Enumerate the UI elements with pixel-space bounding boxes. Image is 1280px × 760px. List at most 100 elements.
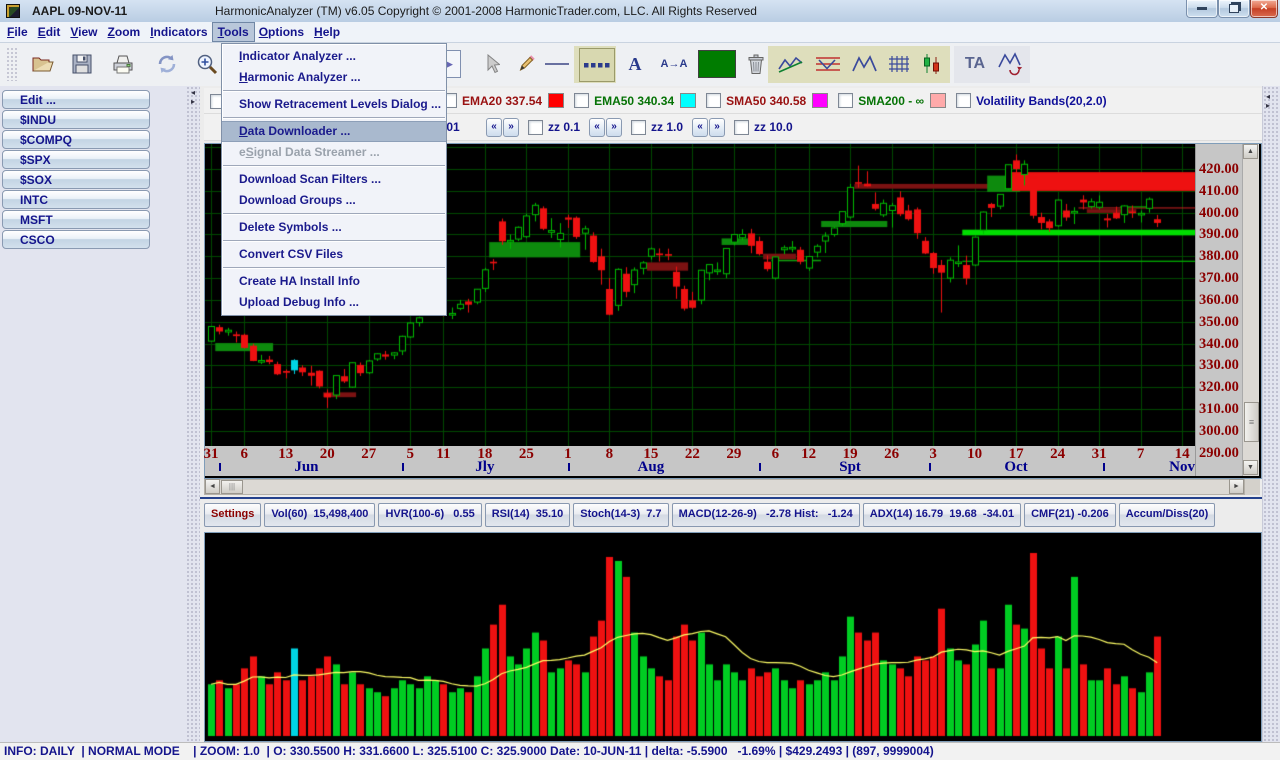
m-pattern-icon[interactable]: [848, 48, 882, 80]
indicator-tab-macd[interactable]: MACD(12-26-9) -2.78 Hist: -1.24: [671, 503, 860, 527]
tools-menu-item-download-scan-filters[interactable]: Download Scan Filters ...: [239, 172, 382, 186]
vertical-scrollbar[interactable]: ▲ ▼: [1242, 144, 1259, 476]
scroll-right-button[interactable]: ►: [1229, 479, 1244, 494]
edit-symbols-button[interactable]: Edit ...: [2, 90, 150, 109]
zz-next-button-1[interactable]: »: [503, 117, 519, 137]
indicator-tab-stoch[interactable]: Stoch(14-3) 7.7: [573, 503, 669, 527]
menubar-item-tools[interactable]: Tools: [211, 22, 255, 42]
tools-menu-item-delete-symbols[interactable]: Delete Symbols ...: [239, 220, 342, 234]
sidebar-splitter-arrows[interactable]: ◂ ▸: [190, 88, 195, 106]
zz-next-button-2[interactable]: »: [606, 117, 622, 137]
grid-icon[interactable]: [884, 48, 914, 80]
toolbar-ta-group-bg: [954, 46, 1030, 83]
overlay-checkbox-2[interactable]: [706, 93, 722, 108]
open-folder-icon[interactable]: [26, 48, 60, 80]
tools-menu-item-convert-csv-files[interactable]: Convert CSV Files: [239, 247, 344, 261]
scroll-left-button[interactable]: ◄: [205, 479, 220, 494]
date-tick-label: 8: [605, 446, 614, 462]
indicator-tab-adx[interactable]: ADX(14) 16.79 19.68 -34.01: [862, 503, 1022, 527]
zz-next-button-3[interactable]: »: [709, 117, 725, 137]
menubar-item-view[interactable]: View: [70, 25, 98, 39]
candlestick-icon[interactable]: [916, 48, 946, 80]
print-icon[interactable]: [106, 48, 140, 80]
symbol-button-csco[interactable]: CSCO: [2, 230, 150, 249]
right-splitter-arrows[interactable]: ◂ ▸: [1266, 92, 1271, 110]
harmonic-pattern-icon[interactable]: [811, 48, 845, 80]
tools-menu-item-indicator-analyzer[interactable]: Indicator Analyzer ...: [239, 49, 356, 63]
menubar-item-indicators[interactable]: Indicators: [150, 25, 208, 39]
scroll-down-button[interactable]: ▼: [1243, 460, 1258, 475]
line-icon[interactable]: [540, 48, 574, 80]
right-splitter[interactable]: [1262, 86, 1280, 742]
indicator-tab-accum-diss[interactable]: Accum/Diss(20): [1118, 503, 1216, 527]
symbol-button-intc[interactable]: INTC: [2, 190, 150, 209]
indicator-tab-vol[interactable]: Vol(60) 15,498,400: [264, 503, 376, 527]
price-tick-label: 310.00: [1199, 400, 1239, 417]
text-scale-icon[interactable]: A→A: [660, 58, 688, 70]
pencil-icon[interactable]: [512, 48, 540, 80]
overlay-color-swatch-1[interactable]: [680, 93, 697, 108]
restore-button[interactable]: [1218, 0, 1250, 18]
zz-checkbox-2[interactable]: [631, 119, 646, 135]
tools-menu-item-upload-debug-info[interactable]: Upload Debug Info ...: [239, 295, 359, 309]
overlay-checkbox-1[interactable]: [574, 93, 590, 108]
refresh-icon[interactable]: [150, 48, 184, 80]
sidebar-splitter[interactable]: [186, 86, 200, 742]
tools-menu-item-data-downloader[interactable]: Data Downloader ...: [222, 121, 446, 142]
menubar-item-file[interactable]: File: [7, 25, 28, 39]
tools-menu-item-harmonic-analyzer[interactable]: Harmonic Analyzer ...: [239, 70, 361, 84]
horizontal-scrollbar[interactable]: ◄ ||| ►: [204, 479, 1245, 495]
zz-prev-button-2[interactable]: «: [589, 117, 605, 137]
date-axis: 31 6 13 20 27 5 11 18 25 1 8 15 22 29 6 12 19 26 3 10 17 24 31…: [204, 446, 1195, 476]
overlay-checkbox-4[interactable]: [956, 93, 972, 108]
close-button[interactable]: ✕: [1250, 0, 1278, 18]
indicator-tab-hvr[interactable]: HVR(100-6) 0.55: [378, 503, 482, 527]
indicator-tab-settings[interactable]: Settings: [204, 503, 262, 527]
overlay-checkbox-3[interactable]: [838, 93, 854, 108]
zz-checkbox-1[interactable]: [528, 119, 543, 135]
zoom-in-icon[interactable]: [192, 48, 222, 80]
symbol-button-sox[interactable]: $SOX: [2, 170, 150, 189]
date-tick-label: 18: [477, 446, 493, 462]
menu-separator: [223, 240, 445, 242]
minimize-button[interactable]: ▬: [1186, 0, 1218, 18]
tools-menu-item-esignal-data-streamer[interactable]: eSignal Data Streamer ...: [239, 145, 380, 159]
trash-icon[interactable]: [742, 48, 770, 80]
vertical-scroll-thumb[interactable]: [1244, 402, 1259, 442]
menubar-item-edit[interactable]: Edit: [37, 25, 61, 39]
indicator-tab-rsi[interactable]: RSI(14) 35.10: [484, 503, 571, 527]
volume-chart[interactable]: [205, 533, 1259, 739]
date-tick-label: 5: [406, 446, 414, 462]
zz-prev-button-3[interactable]: «: [692, 117, 708, 137]
tools-menu-item-create-ha-install-info[interactable]: Create HA Install Info: [239, 274, 360, 288]
window-titlebar: AAPL 09-NOV-11 HarmonicAnalyzer (TM) v6.…: [0, 0, 1280, 23]
indicator-tab-cmf[interactable]: CMF(21) -0.206: [1024, 503, 1116, 527]
tools-menu-item-download-groups[interactable]: Download Groups ...: [239, 193, 356, 207]
zz-checkbox-3[interactable]: [734, 119, 749, 135]
ta-icon[interactable]: TA: [964, 55, 986, 72]
zz-prev-button-1[interactable]: «: [486, 117, 502, 137]
symbol-button-indu[interactable]: $INDU: [2, 110, 150, 129]
scroll-up-button[interactable]: ▲: [1243, 144, 1258, 159]
overlay-color-swatch-3[interactable]: [930, 93, 947, 108]
color-swatch-icon[interactable]: [696, 48, 738, 80]
cursor-icon[interactable]: [478, 48, 506, 80]
scrollbar-corner: [1245, 479, 1260, 495]
dotted-line-icon[interactable]: [579, 48, 615, 82]
menubar-item-zoom[interactable]: Zoom: [107, 25, 141, 39]
zigzag-chart-icon[interactable]: [774, 48, 808, 80]
menubar-item-options[interactable]: Options: [258, 25, 305, 39]
save-icon[interactable]: [66, 48, 98, 80]
text-a-icon[interactable]: A: [628, 53, 642, 74]
menubar-item-help[interactable]: Help: [314, 25, 341, 39]
overlay-color-swatch-2[interactable]: [812, 93, 829, 108]
overlay-color-swatch-0[interactable]: [548, 93, 565, 108]
pattern-refresh-icon[interactable]: [994, 48, 1028, 80]
date-tick-label: 6: [240, 446, 248, 462]
symbol-button-compq[interactable]: $COMPQ: [2, 130, 150, 149]
tools-menu-item-show-retracement-levels-dialog[interactable]: Show Retracement Levels Dialog ...: [239, 97, 442, 111]
horizontal-scroll-thumb[interactable]: |||: [221, 480, 243, 494]
symbol-button-msft[interactable]: MSFT: [2, 210, 150, 229]
month-label-oct: Oct: [1004, 459, 1028, 475]
symbol-button-spx[interactable]: $SPX: [2, 150, 150, 169]
